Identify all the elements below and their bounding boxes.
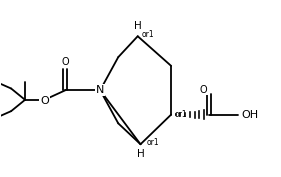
Text: N: N [96,85,104,95]
Text: or1: or1 [175,110,188,119]
Text: O: O [40,96,49,106]
Text: H: H [137,149,144,159]
Text: OH: OH [242,110,259,120]
Text: O: O [62,58,69,67]
Text: O: O [200,85,208,95]
Text: or1: or1 [142,30,154,39]
Text: H: H [134,21,142,31]
Text: or1: or1 [146,138,159,147]
